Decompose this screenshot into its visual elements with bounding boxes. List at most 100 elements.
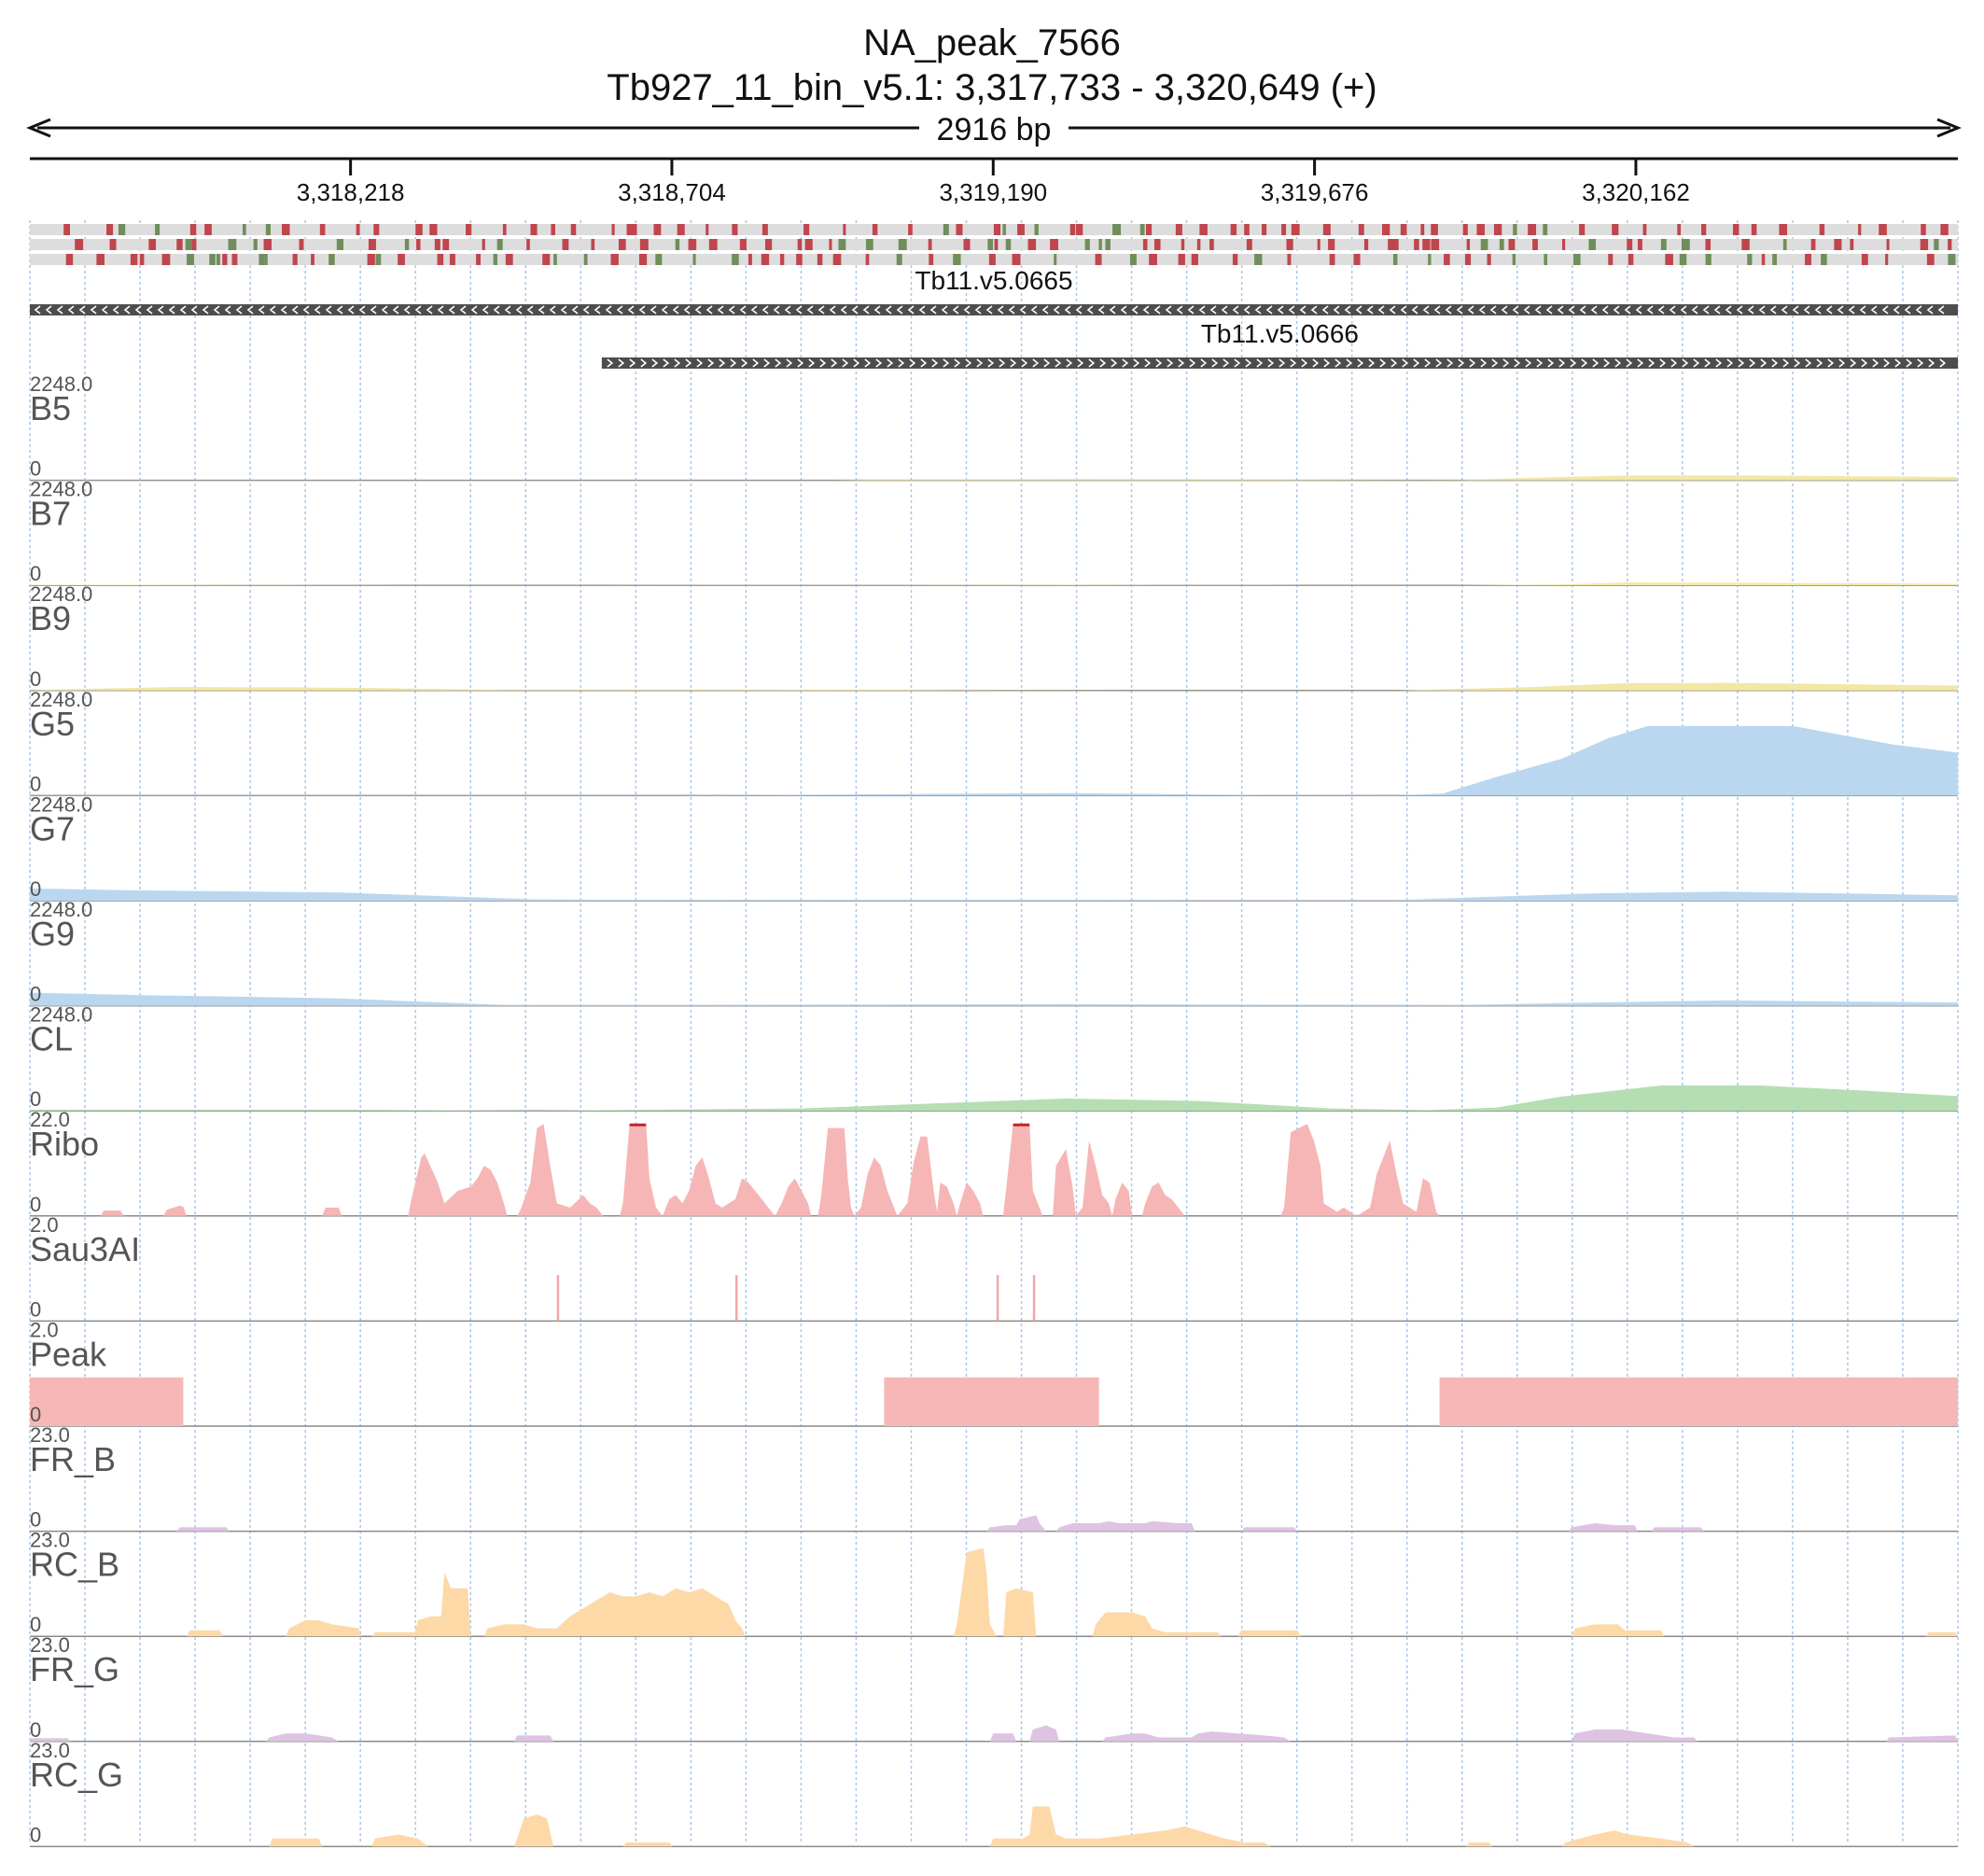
stop-codon-mark <box>106 224 114 235</box>
stop-codon-mark <box>929 254 934 265</box>
track-max-label: 2248.0 <box>30 898 92 921</box>
start-codon-mark <box>264 254 268 265</box>
stop-codon-mark <box>449 254 455 265</box>
stop-codon-mark <box>1642 224 1647 235</box>
stop-codon-mark <box>416 239 421 250</box>
sequence-row <box>30 239 1958 250</box>
start-codon-mark <box>675 239 680 250</box>
stop-codon-mark <box>1741 239 1750 250</box>
stop-codon-mark <box>1076 224 1083 235</box>
track-name: FR_G <box>30 1650 119 1688</box>
start-codon-mark <box>1772 254 1777 265</box>
start-codon-mark <box>1782 239 1787 250</box>
stop-codon-mark <box>1677 224 1682 235</box>
stop-codon-mark <box>739 239 747 250</box>
stop-codon-mark <box>139 254 145 265</box>
stop-codon-mark <box>1612 224 1619 235</box>
stop-codon-mark <box>1462 224 1468 235</box>
stop-codon-mark <box>761 254 770 265</box>
start-codon-mark <box>404 239 410 250</box>
stop-codon-mark <box>1861 254 1868 265</box>
start-codon-mark <box>1544 254 1548 265</box>
start-codon-mark <box>898 239 907 250</box>
start-codon-mark <box>155 224 161 235</box>
start-codon-mark <box>1084 239 1090 250</box>
track-min-label: 0 <box>30 877 41 901</box>
stop-codon-mark <box>570 224 577 235</box>
stop-codon-mark <box>1819 224 1825 235</box>
track-min-label: 0 <box>30 562 41 585</box>
stop-codon-mark <box>908 224 913 235</box>
stop-codon-mark <box>1532 239 1538 250</box>
track-name: FR_B <box>30 1440 116 1478</box>
stop-codon-mark <box>319 224 326 235</box>
stop-codon-mark <box>1779 224 1788 235</box>
signal-Ribo <box>30 1124 1958 1216</box>
stop-codon-mark <box>1627 239 1633 250</box>
stop-codon-mark <box>148 239 157 250</box>
stop-codon-mark <box>1420 224 1425 235</box>
stop-codon-mark <box>109 239 117 250</box>
stop-codon-mark <box>832 254 842 265</box>
start-codon-mark <box>1821 254 1827 265</box>
gene-body <box>30 304 1958 315</box>
track-min-label: 0 <box>30 1087 41 1111</box>
stop-codon-mark <box>1363 239 1369 250</box>
stop-codon-mark <box>1291 224 1300 235</box>
stop-codon-mark <box>1175 224 1182 235</box>
stop-codon-mark <box>1810 239 1816 250</box>
start-codon-mark <box>1948 254 1956 265</box>
stop-codon-mark <box>1886 239 1890 250</box>
stop-codon-mark <box>1628 254 1634 265</box>
start-codon-mark <box>493 254 497 265</box>
track-min-label: 0 <box>30 1718 41 1742</box>
stop-codon-mark <box>817 254 823 265</box>
track-min-label: 0 <box>30 1508 41 1532</box>
stop-codon-mark <box>191 239 197 250</box>
stop-codon-mark <box>993 224 1001 235</box>
start-codon-mark <box>943 224 949 235</box>
stop-codon-mark <box>1805 254 1812 265</box>
stop-codon-mark <box>222 254 228 265</box>
stop-codon-mark <box>611 224 615 235</box>
x-tick-label: 3,318,704 <box>618 178 726 206</box>
track-max-label: 2.0 <box>30 1318 59 1341</box>
stop-codon-mark <box>437 254 444 265</box>
stop-codon-mark <box>482 239 485 250</box>
stop-codon-mark <box>1561 239 1566 250</box>
stop-codon-mark <box>1317 239 1320 250</box>
stop-codon-mark <box>1027 239 1037 250</box>
start-codon-mark <box>1034 224 1039 235</box>
stop-codon-mark <box>1329 254 1335 265</box>
start-codon-mark <box>655 254 663 265</box>
track-max-label: 23.0 <box>30 1529 70 1552</box>
stop-codon-mark <box>542 254 551 265</box>
stop-codon-mark <box>829 239 832 250</box>
stop-codon-mark <box>231 254 238 265</box>
stop-codon-mark <box>176 239 183 250</box>
stop-codon-mark <box>843 224 846 235</box>
signal-CL <box>30 1085 1958 1112</box>
stop-codon-mark <box>368 239 376 250</box>
start-codon-mark <box>1747 254 1753 265</box>
start-codon-mark <box>1112 224 1122 235</box>
stop-codon-mark <box>591 239 595 250</box>
stop-codon-mark <box>956 224 963 235</box>
stop-codon-mark <box>761 224 768 235</box>
stop-codon-mark <box>281 224 290 235</box>
stop-codon-mark <box>1262 224 1267 235</box>
stop-codon-mark <box>1069 224 1076 235</box>
site-mark <box>996 1275 999 1322</box>
stop-codon-mark <box>1665 254 1673 265</box>
start-codon-mark <box>1254 254 1263 265</box>
stop-codon-mark <box>1885 254 1889 265</box>
signal-G7 <box>30 888 1958 901</box>
track-min-label: 0 <box>30 772 41 795</box>
stop-codon-mark <box>1199 224 1208 235</box>
stop-codon-mark <box>1850 239 1854 250</box>
start-codon-mark <box>496 239 503 250</box>
stop-codon-mark <box>1145 224 1153 235</box>
stop-codon-mark <box>442 239 450 250</box>
track-max-label: 2248.0 <box>30 1003 92 1027</box>
